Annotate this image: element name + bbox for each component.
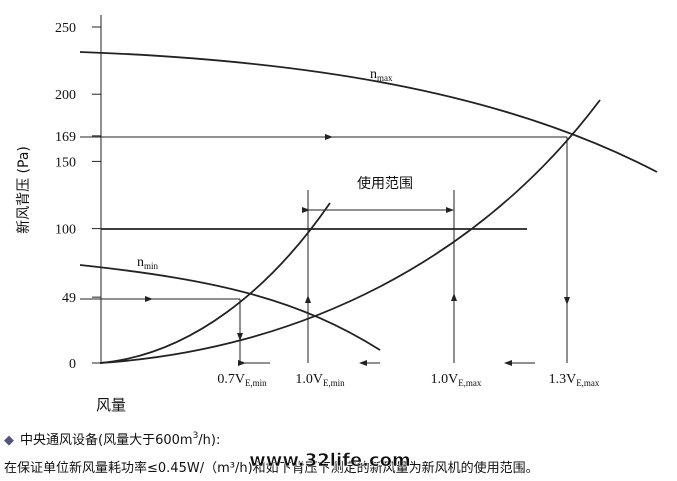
watermark: www.32life.com xyxy=(249,450,411,471)
system-curve-2 xyxy=(99,99,601,364)
y-tick-label: 100 xyxy=(55,223,76,238)
x-tick-label: 0.7VE,min xyxy=(217,372,267,388)
n-max-curve xyxy=(79,51,658,173)
range-label: 使用范围 xyxy=(357,175,413,192)
y-axis-label: 新风背压 (Pa) xyxy=(16,146,32,234)
note-line-2: 在保证单位新风量耗功率≤0.45W/（m³/h)和如下背压下测定的新风量为新风机… xyxy=(4,460,539,476)
x-tick-label: 1.0VE,max xyxy=(431,372,482,388)
curve-label: nmin xyxy=(137,255,159,271)
system-curve-1 xyxy=(99,202,331,364)
x-tick-label: 1.0VE,min xyxy=(295,372,345,388)
n-min-curve xyxy=(79,264,381,351)
y-tick-label: 49 xyxy=(62,291,76,306)
y-ticks: 0 49 100 150 169 200 250 xyxy=(55,21,101,372)
y-tick-label: 169 xyxy=(55,130,76,145)
y-tick-label: 150 xyxy=(55,155,76,170)
y-tick-label: 250 xyxy=(55,21,76,36)
x-tick-label: 1.3VE,max xyxy=(549,372,600,388)
curve-label: nmax xyxy=(370,67,393,83)
x-ticks: 0.7VE,min 1.0VE,min 1.0VE,max 1.3VE,max xyxy=(217,372,600,388)
y-tick-label: 0 xyxy=(69,357,76,372)
x-axis-label: 风量 xyxy=(96,396,126,414)
y-tick-label: 200 xyxy=(55,88,76,103)
note-line-1: ◆ 中央通风设备(风量大于600m3/h): xyxy=(4,431,220,448)
